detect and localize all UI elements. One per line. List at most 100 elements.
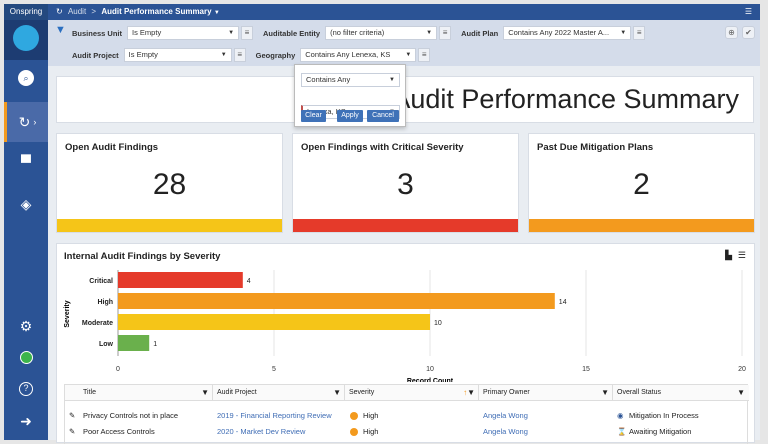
y-axis-label: Severity [64, 300, 71, 327]
x-tick-label: 0 [116, 366, 120, 373]
geography-label: Geography [255, 50, 296, 60]
status-indicator[interactable] [4, 339, 48, 375]
column-header-title[interactable]: Title ▼ [79, 385, 213, 401]
page-title: Audit Performance Summary [392, 84, 739, 114]
auditable-entity-select[interactable]: (no filter criteria) ▼ [325, 26, 438, 40]
y-tick-label: Low [99, 341, 114, 348]
operator-value: Contains Any [306, 75, 351, 84]
kpi-value: 3 [397, 168, 414, 201]
list-icon[interactable]: ☰ [737, 250, 746, 260]
kpi-title: Past Due Mitigation Plans [537, 142, 654, 153]
audit-project-link[interactable]: 2020 - Market Dev Review [217, 427, 306, 436]
filter-icon[interactable]: ▼ [333, 388, 341, 397]
add-filter-button[interactable]: ⊕ [725, 26, 738, 39]
audit-plan-options-button[interactable]: ≡ [633, 26, 646, 40]
layers-icon: ◈ [20, 195, 32, 212]
severity-value: High [363, 411, 379, 420]
filter-row-1: Business Unit Is Empty ▼ ≡ Auditable Enti… [72, 26, 655, 40]
owner-link[interactable]: Angela Wong [483, 411, 528, 420]
column-label: Title [83, 389, 96, 396]
sidebar-item-settings[interactable]: ⚙ [4, 308, 48, 344]
audit-project-label: Audit Project [72, 50, 119, 60]
apply-filters-button[interactable]: ✔ [742, 26, 755, 39]
owner-link[interactable]: Angela Wong [483, 427, 528, 436]
data-label: 4 [247, 278, 251, 285]
sidebar-item-presentation[interactable]: ▀ [4, 144, 48, 180]
sidebar-item-audit[interactable]: ↻ › [4, 102, 48, 142]
arrow-right-icon: ➜ [20, 412, 32, 429]
edit-icon[interactable]: ✎ [69, 411, 76, 420]
audit-plan-select[interactable]: Contains Any 2022 Master A... ▼ [503, 26, 632, 40]
bar-low [118, 335, 150, 351]
filter-icon[interactable]: ▼ [737, 388, 745, 397]
green-status-icon [19, 350, 33, 364]
business-unit-label: Business Unit [72, 28, 123, 38]
finding-title: Privacy Controls not in place [83, 411, 179, 420]
breadcrumb-current[interactable]: Audit Performance Summary [101, 7, 212, 16]
audit-project-link[interactable]: 2019 - Financial Reporting Review [217, 411, 332, 420]
kpi-card-critical-findings[interactable]: Open Findings with Critical Severity 3 [292, 133, 519, 233]
geography-options-button[interactable]: ≡ [418, 48, 431, 62]
column-header-severity[interactable]: Severity ↑▼ [345, 385, 479, 401]
audit-project-value: Is Empty [128, 50, 158, 59]
sidebar-item-help[interactable]: ? [4, 371, 48, 407]
table-row[interactable]: ✎ Poor Access Controls 2020 - Market Dev… [65, 427, 749, 441]
bar-chart-icon[interactable]: ▙ [725, 250, 732, 260]
x-tick-label: 15 [582, 366, 590, 373]
auditable-entity-options-button[interactable]: ≡ [439, 26, 452, 40]
kpi-card-open-findings[interactable]: Open Audit Findings 28 [56, 133, 283, 233]
operator-select[interactable]: Contains Any ▼ [301, 73, 400, 87]
sidebar-item-search[interactable]: ⌕ [4, 60, 48, 96]
severity-value: High [363, 427, 379, 436]
x-axis-label: Record Count [407, 378, 454, 382]
breadcrumb-parent[interactable]: Audit [67, 7, 87, 16]
avatar[interactable] [13, 25, 39, 51]
table-row[interactable]: ✎ Privacy Controls not in place 2019 - F… [65, 411, 749, 425]
chart-card: Internal Audit Findings by Severity ▙ ☰ … [56, 243, 755, 444]
column-label: Primary Owner [483, 389, 530, 396]
severity-high-icon [350, 412, 358, 420]
kpi-color-bar [293, 219, 518, 232]
filter-icon[interactable]: ▼ [55, 24, 66, 36]
audit-project-select[interactable]: Is Empty ▼ [123, 48, 232, 62]
filter-row-2: Audit Project Is Empty ▼ ≡ Geography Cont… [72, 48, 440, 62]
menu-icon[interactable]: ☰ [744, 7, 752, 16]
dashboard-content: Audit Performance Summary Open Audit Fin… [48, 66, 760, 444]
auditable-entity-value: (no filter criteria) [330, 28, 385, 37]
sidebar-item-logout[interactable]: ➜ [4, 403, 48, 439]
kpi-title: Open Findings with Critical Severity [301, 142, 464, 153]
x-tick-label: 5 [272, 366, 276, 373]
y-tick-label: Moderate [82, 320, 113, 327]
finding-title: Poor Access Controls [83, 427, 155, 436]
sort-filter-icon[interactable]: ↑▼ [463, 388, 475, 397]
column-label: Audit Project [217, 389, 257, 396]
top-bar: ↻ Audit > Audit Performance Summary ▼ ☰ [48, 4, 760, 20]
avatar-area [4, 20, 48, 60]
filter-icon[interactable]: ▼ [201, 388, 209, 397]
geography-select[interactable]: Contains Any Lenexa, KS ▼ [300, 48, 417, 62]
geography-filter-popup: Contains Any▼ Lenexa, KS▼ Clear Apply Ca… [294, 64, 406, 127]
chart-title: Internal Audit Findings by Severity [64, 251, 221, 262]
edit-icon[interactable]: ✎ [69, 427, 76, 436]
cancel-button[interactable]: Cancel [367, 110, 399, 122]
bar-high [118, 293, 555, 309]
filter-icon[interactable]: ▼ [601, 388, 609, 397]
business-unit-options-button[interactable]: ≡ [241, 26, 254, 40]
column-header-overall-status[interactable]: Overall Status ▼ [613, 385, 748, 401]
column-header-audit-project[interactable]: Audit Project ▼ [213, 385, 345, 401]
column-header-primary-owner[interactable]: Primary Owner ▼ [479, 385, 613, 401]
y-tick-label: Critical [89, 278, 113, 285]
data-label: 14 [559, 299, 567, 306]
sidebar-item-layers[interactable]: ◈ [4, 186, 48, 222]
clear-button[interactable]: Clear [301, 110, 326, 122]
status-value: Mitigation In Process [629, 411, 699, 420]
chevron-down-icon[interactable]: ▼ [213, 10, 220, 16]
apply-button[interactable]: Apply [337, 110, 363, 122]
breadcrumb-separator: > [91, 7, 97, 16]
business-unit-select[interactable]: Is Empty ▼ [127, 26, 240, 40]
kpi-card-past-due[interactable]: Past Due Mitigation Plans 2 [528, 133, 755, 233]
plus-circle-icon: ⊕ [728, 28, 735, 37]
audit-project-options-button[interactable]: ≡ [233, 48, 246, 62]
kpi-value: 28 [152, 168, 187, 201]
geography-value: Contains Any Lenexa, KS [305, 50, 391, 59]
